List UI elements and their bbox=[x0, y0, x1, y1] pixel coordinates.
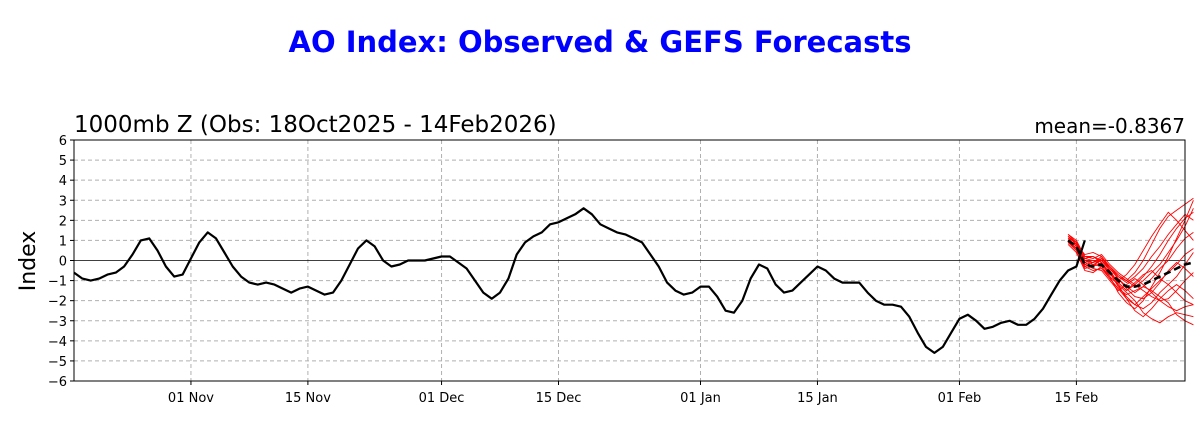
forecast-member-line bbox=[1067, 244, 1194, 324]
y-tick-label: −6 bbox=[48, 375, 67, 390]
forecast-member-line bbox=[1067, 213, 1194, 284]
chart-title: AO Index: Observed & GEFS Forecasts bbox=[289, 25, 912, 59]
y-tick-label: −1 bbox=[48, 275, 67, 290]
x-tick-label: 01 Jan bbox=[680, 391, 721, 406]
x-tick-label: 15 Nov bbox=[285, 391, 331, 406]
y-tick-label: −2 bbox=[48, 295, 67, 310]
chart-subtitle: 1000mb Z (Obs: 18Oct2025 - 14Feb2026) bbox=[74, 112, 557, 138]
x-tick-label: 15 Dec bbox=[536, 391, 582, 406]
forecast-member-line bbox=[1067, 242, 1194, 306]
x-tick-label: 01 Dec bbox=[419, 391, 465, 406]
forecast-member-line bbox=[1067, 242, 1194, 310]
forecast-mean-line bbox=[1067, 239, 1194, 288]
x-tick-label: 15 Jan bbox=[797, 391, 838, 406]
observed-series bbox=[73, 207, 1086, 354]
forecast-member-line bbox=[1067, 239, 1194, 292]
forecast-members bbox=[1067, 197, 1194, 326]
y-tick-label: 5 bbox=[59, 154, 67, 169]
y-tick-label: 2 bbox=[59, 214, 67, 229]
forecast-mean-series bbox=[1067, 239, 1194, 288]
forecast-member-line bbox=[1067, 232, 1194, 294]
y-tick-label: 0 bbox=[59, 255, 67, 270]
y-tick-label: −5 bbox=[48, 355, 67, 370]
y-tick-label: 6 bbox=[59, 134, 67, 149]
mean-label: mean=-0.8367 bbox=[1034, 114, 1185, 138]
y-ticks: −6 −5 −4 −3 −2 −1 0 1 2 3 4 5 6 bbox=[48, 134, 74, 390]
y-tick-label: 4 bbox=[59, 174, 67, 189]
y-tick-label: 3 bbox=[59, 194, 67, 209]
observed-line bbox=[73, 207, 1086, 354]
x-tick-label: 01 Feb bbox=[938, 391, 982, 406]
forecast-member-line bbox=[1067, 208, 1194, 288]
x-ticks: 01 Nov 15 Nov 01 Dec 15 Dec 01 Jan 15 Jan 01 F… bbox=[168, 381, 1098, 406]
x-tick-label: 01 Nov bbox=[168, 391, 214, 406]
x-tick-label: 15 Feb bbox=[1055, 391, 1099, 406]
y-tick-label: 1 bbox=[59, 234, 67, 249]
forecast-member-line bbox=[1067, 211, 1194, 292]
forecast-member-line bbox=[1067, 234, 1194, 318]
y-axis-label: Index bbox=[16, 231, 41, 292]
y-tick-label: −4 bbox=[48, 335, 67, 350]
y-tick-label: −3 bbox=[48, 315, 67, 330]
